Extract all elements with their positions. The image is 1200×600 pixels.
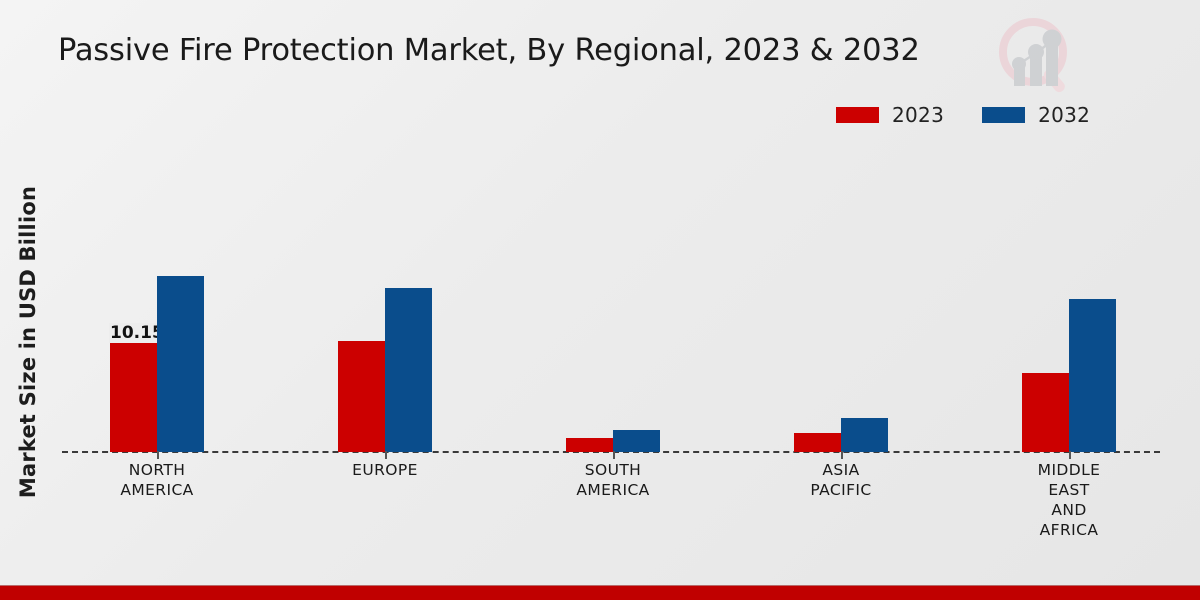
x-label-line: SOUTH (584, 461, 642, 479)
x-tick-asia-pacific (841, 451, 843, 459)
x-label-south-america: SOUTH AMERICA (518, 460, 708, 500)
x-label-line: EAST (1048, 481, 1090, 499)
x-label-line: ASIA (822, 461, 860, 479)
logo-watermark-icon (985, 8, 1090, 103)
chart-legend: 2023 2032 (836, 103, 1090, 127)
x-label-line: NORTH (128, 461, 186, 479)
legend-item-2023[interactable]: 2023 (836, 103, 944, 127)
page-title: Passive Fire Protection Market, By Regio… (58, 33, 920, 68)
bar-value-label-north-america-2023: 10.15 (109, 323, 165, 343)
x-label-line: AMERICA (120, 481, 194, 499)
legend-swatch-2023 (836, 107, 879, 123)
legend-label-2032: 2032 (1038, 103, 1091, 127)
x-label-line: EUROPE (352, 461, 418, 479)
bar-2023-south-america[interactable] (566, 438, 613, 452)
x-label-line: AFRICA (1039, 521, 1099, 539)
x-label-line: PACIFIC (810, 481, 872, 499)
bar-2032-middle-east-and-africa[interactable] (1069, 299, 1116, 452)
bar-2023-middle-east-and-africa[interactable] (1022, 373, 1069, 452)
x-label-line: AND (1051, 501, 1087, 519)
legend-label-2023: 2023 (892, 103, 945, 127)
bar-2023-asia-pacific[interactable] (794, 433, 841, 452)
x-label-asia-pacific: ASIA PACIFIC (746, 460, 936, 500)
x-tick-south-america (613, 451, 615, 459)
bar-2023-north-america[interactable]: 10.15 (109, 323, 165, 452)
bar-2032-north-america[interactable] (157, 276, 204, 452)
bar-2032-europe[interactable] (385, 288, 432, 452)
bar-2032-south-america[interactable] (613, 430, 660, 452)
x-label-line: MIDDLE (1037, 461, 1101, 479)
x-label-europe: EUROPE (290, 460, 480, 480)
footer-strip (0, 586, 1200, 600)
legend-item-2032[interactable]: 2032 (982, 103, 1090, 127)
x-label-middle-east-and-africa: MIDDLE EAST AND AFRICA (974, 460, 1164, 540)
x-tick-north-america (157, 451, 159, 459)
x-tick-middle-east-and-africa (1069, 451, 1071, 459)
legend-swatch-2032 (982, 107, 1026, 123)
x-label-line: AMERICA (576, 481, 650, 499)
x-axis-baseline (62, 451, 1160, 453)
bar-2032-asia-pacific[interactable] (841, 418, 888, 452)
x-tick-europe (385, 451, 387, 459)
bar-2023-europe[interactable] (338, 341, 385, 452)
x-label-north-america: NORTH AMERICA (62, 460, 252, 500)
